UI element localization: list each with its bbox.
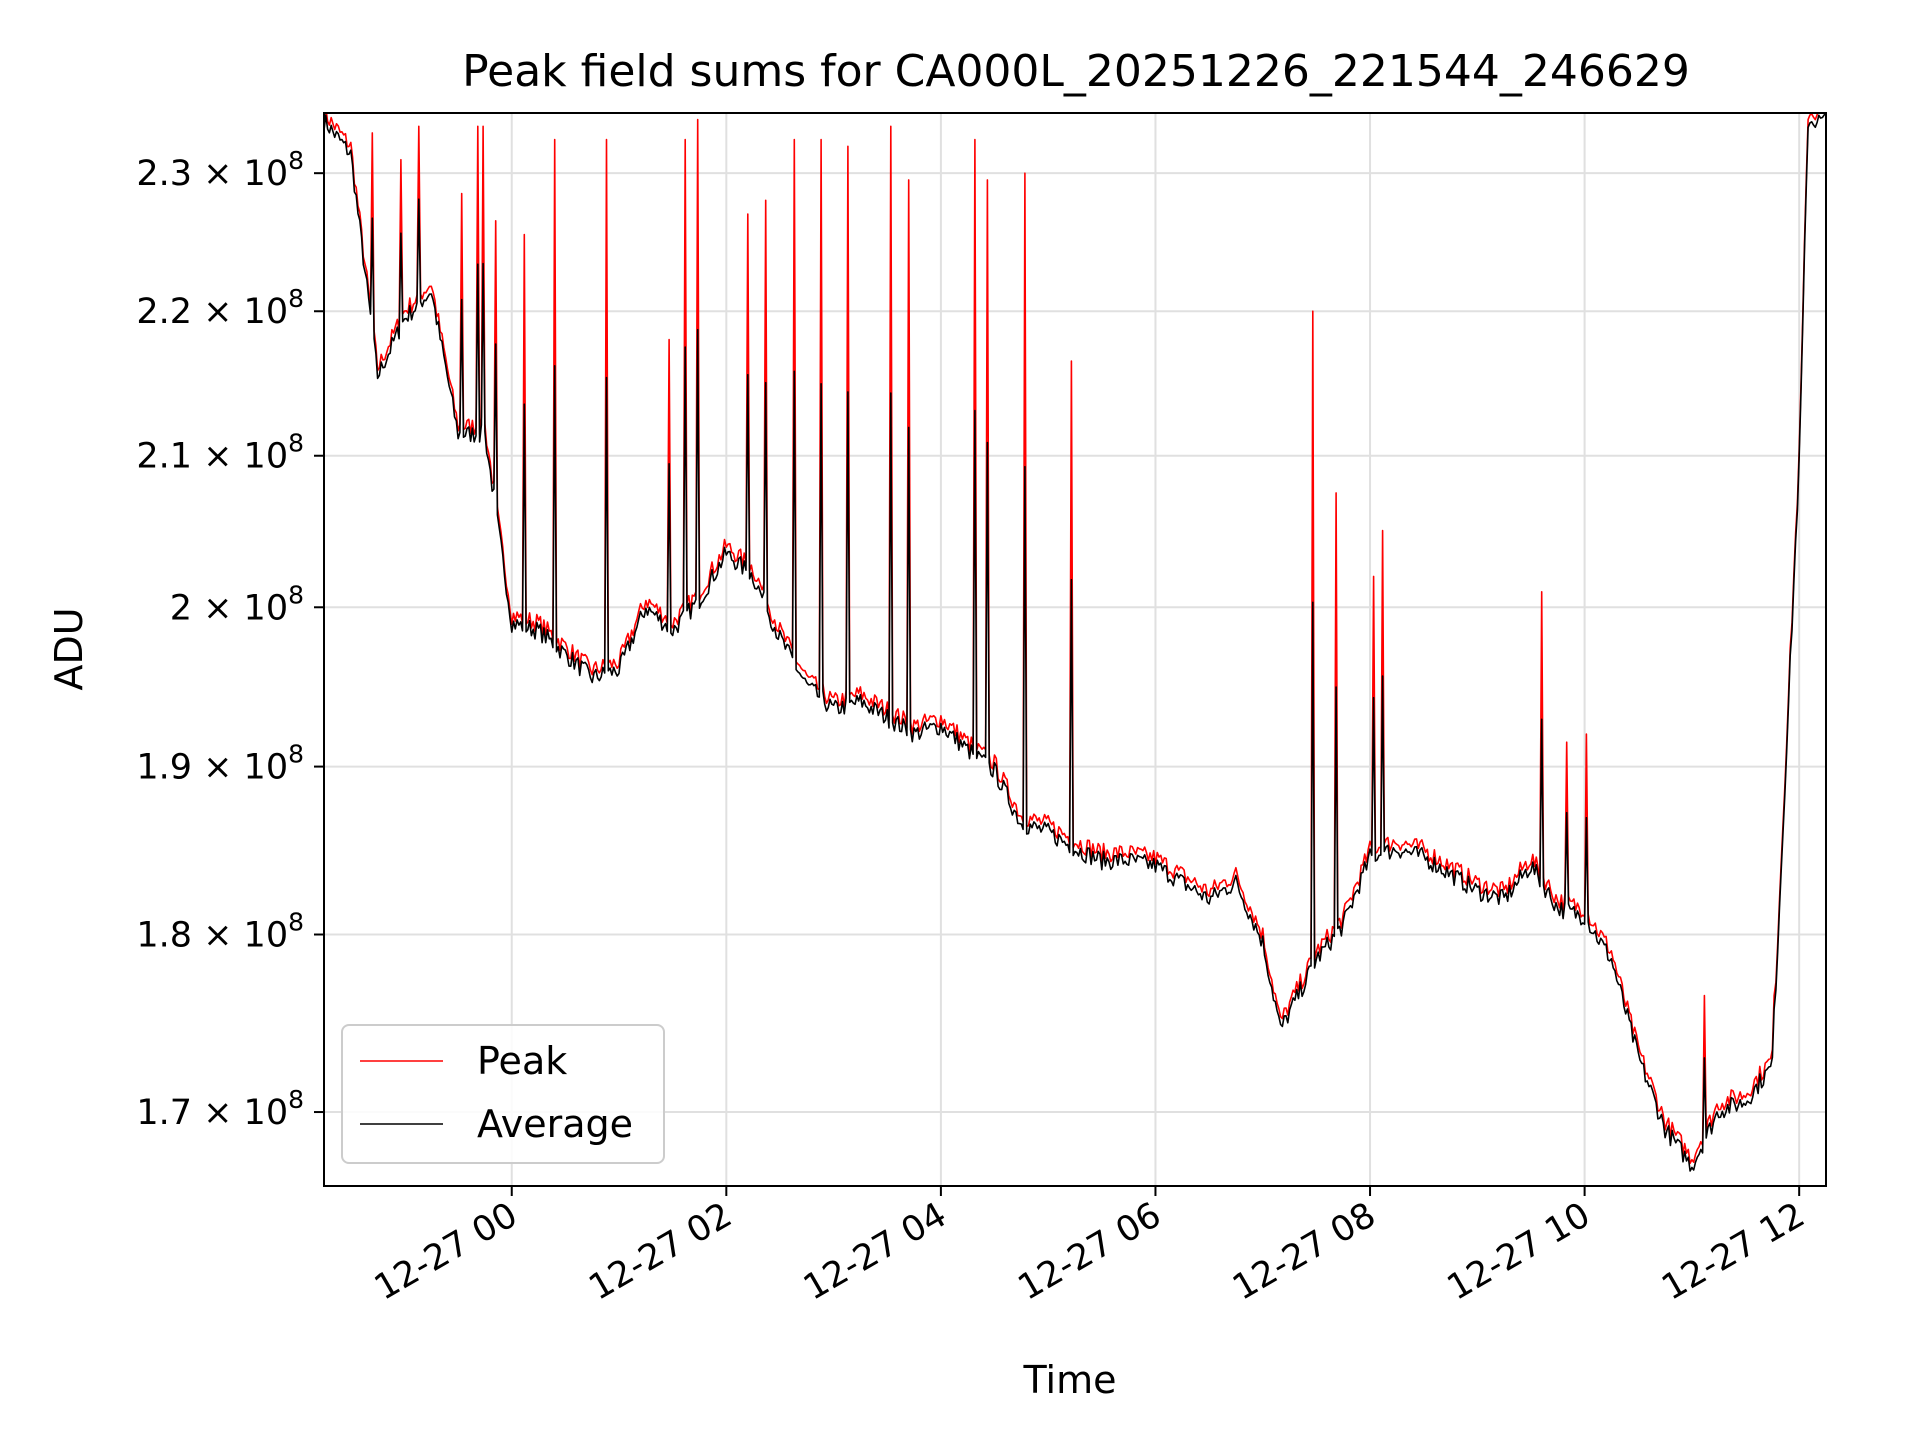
- legend: Peak Average: [341, 1024, 665, 1164]
- y-axis: 1.7 × 108 1.8 × 108 1.9 × 108 2 × 108 2.1 × …: [136, 146, 324, 1133]
- y-axis-label: ADU: [47, 607, 91, 690]
- y-tick-label: 2 × 108: [170, 580, 304, 628]
- x-axis-label: Time: [1023, 1358, 1117, 1402]
- y-tick-label: 1.8 × 108: [136, 908, 304, 956]
- legend-box: [341, 1024, 665, 1164]
- y-tick-label: 2.1 × 108: [136, 429, 304, 477]
- chart-title: Peak field sums for CA000L_20251226_2215…: [462, 46, 1690, 97]
- series-line-peak: [324, 113, 1819, 1165]
- legend-label-average: Average: [477, 1102, 633, 1146]
- series-line-average: [324, 113, 1826, 1172]
- legend-label-peak: Peak: [477, 1039, 567, 1083]
- y-tick-label: 1.7 × 108: [136, 1085, 304, 1133]
- plot-frame: [323, 112, 1827, 1187]
- y-tick-label: 2.3 × 108: [136, 146, 304, 194]
- y-tick-label: 1.9 × 108: [136, 740, 304, 788]
- grid-lines: [324, 113, 1826, 1186]
- y-tick-label: 2.2 × 108: [136, 284, 304, 332]
